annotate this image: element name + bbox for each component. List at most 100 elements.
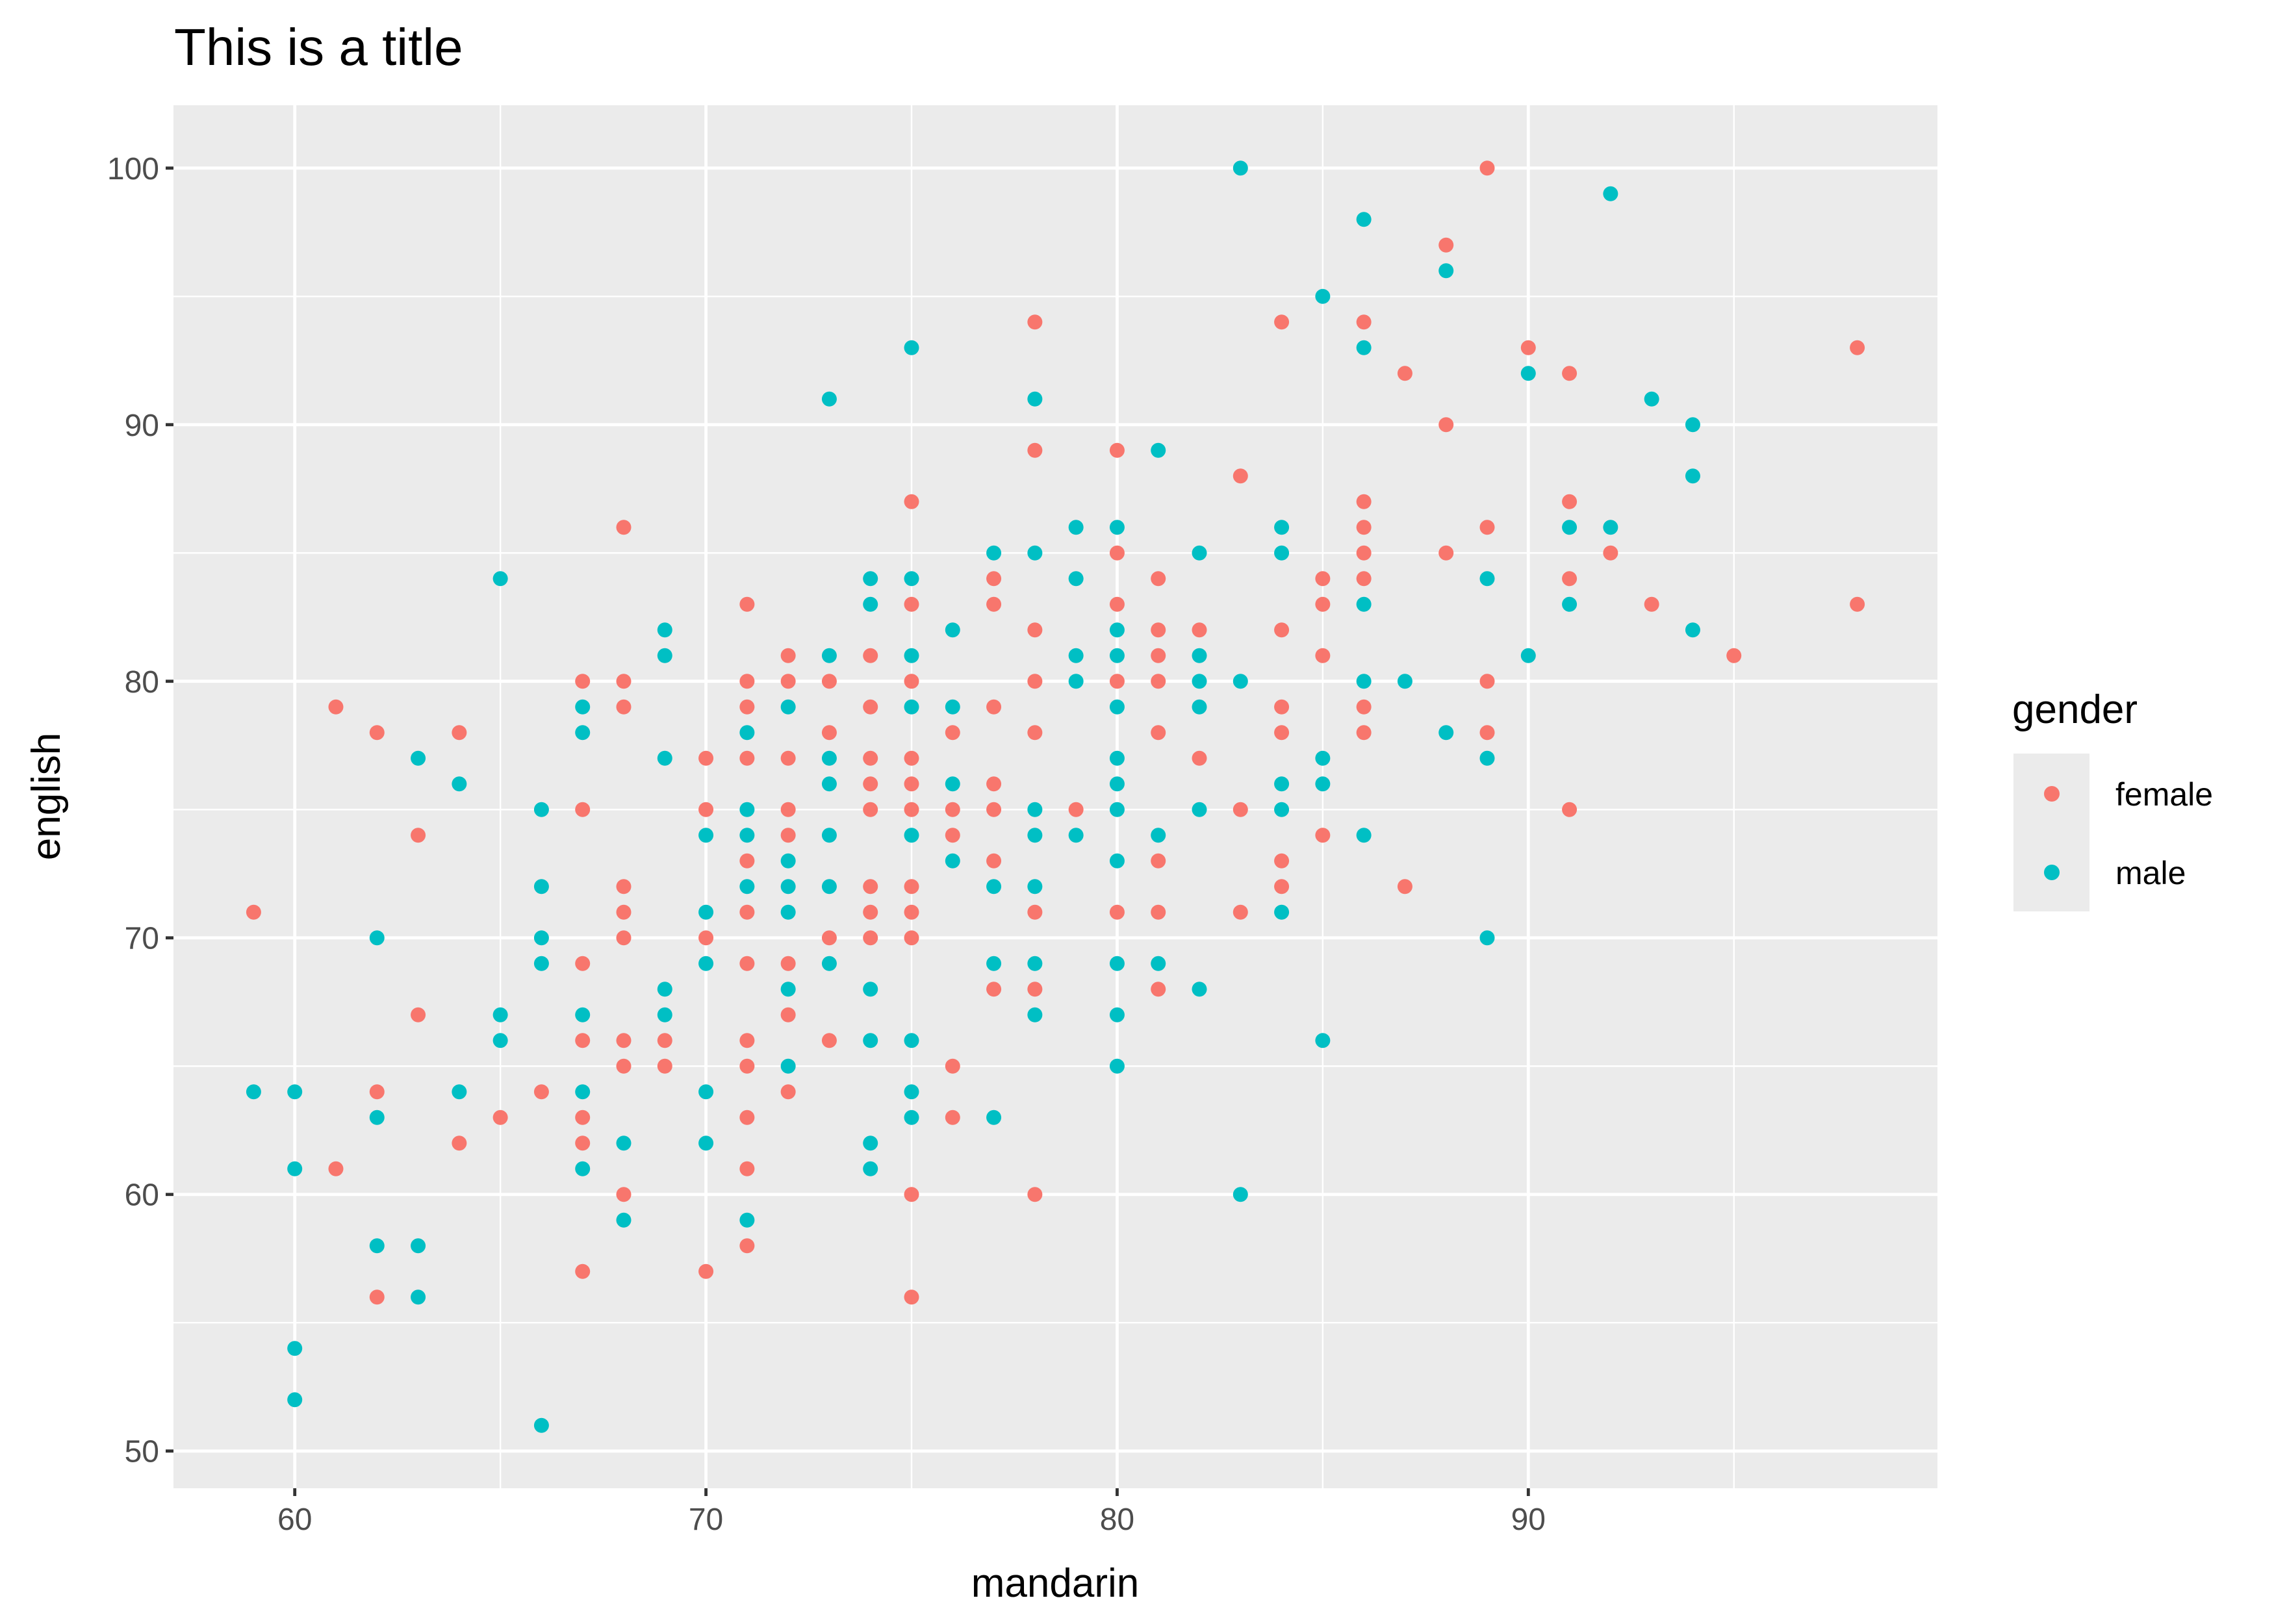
data-point-male bbox=[1274, 520, 1290, 535]
data-point-male bbox=[986, 879, 1002, 894]
data-point-female bbox=[1562, 494, 1578, 509]
data-point-male bbox=[1192, 648, 1207, 663]
data-point-female bbox=[739, 674, 755, 689]
data-point-female bbox=[328, 699, 344, 715]
legend-key-female bbox=[2044, 786, 2060, 802]
data-point-male bbox=[575, 1084, 591, 1100]
data-point-male bbox=[1192, 674, 1207, 689]
data-point-male bbox=[1356, 212, 1372, 227]
data-point-female bbox=[1192, 622, 1207, 638]
data-point-female bbox=[904, 1289, 919, 1305]
data-point-male bbox=[1315, 288, 1331, 304]
data-point-female bbox=[945, 1058, 960, 1074]
y-axis-label: english bbox=[24, 733, 69, 860]
data-point-female bbox=[945, 1110, 960, 1125]
data-point-male bbox=[1109, 1058, 1125, 1074]
data-point-female bbox=[1562, 802, 1578, 817]
data-point-female bbox=[739, 904, 755, 920]
data-point-male bbox=[821, 879, 837, 894]
data-point-male bbox=[1685, 417, 1700, 433]
data-point-female bbox=[616, 1187, 632, 1202]
x-axis-label: mandarin bbox=[971, 1561, 1139, 1606]
data-point-female bbox=[863, 648, 878, 663]
data-point-female bbox=[1274, 725, 1290, 741]
data-point-male bbox=[1274, 776, 1290, 792]
data-point-female bbox=[739, 1238, 755, 1254]
data-point-female bbox=[411, 828, 426, 843]
data-point-male bbox=[698, 1136, 714, 1151]
data-point-male bbox=[863, 596, 878, 612]
data-point-female bbox=[863, 802, 878, 817]
data-point-female bbox=[780, 648, 796, 663]
data-point-female bbox=[1850, 340, 1865, 355]
data-point-female bbox=[739, 1110, 755, 1125]
data-point-male bbox=[657, 982, 672, 997]
data-point-male bbox=[287, 1084, 303, 1100]
data-point-male bbox=[1479, 750, 1495, 766]
data-point-male bbox=[1192, 802, 1207, 817]
data-point-female bbox=[1274, 699, 1290, 715]
data-point-female bbox=[986, 982, 1002, 997]
data-point-male bbox=[1438, 725, 1454, 741]
data-point-male bbox=[1315, 776, 1331, 792]
data-point-male bbox=[739, 802, 755, 817]
data-point-female bbox=[1151, 674, 1166, 689]
data-point-female bbox=[616, 674, 632, 689]
data-point-female bbox=[904, 879, 919, 894]
data-point-female bbox=[863, 750, 878, 766]
data-point-female bbox=[1109, 904, 1125, 920]
data-point-female bbox=[575, 1033, 591, 1048]
data-point-female bbox=[863, 904, 878, 920]
data-point-female bbox=[1027, 904, 1043, 920]
data-point-female bbox=[904, 904, 919, 920]
data-point-male bbox=[863, 571, 878, 587]
data-point-female bbox=[492, 1110, 508, 1125]
data-point-female bbox=[821, 1033, 837, 1048]
data-point-female bbox=[1027, 1187, 1043, 1202]
data-point-male bbox=[1644, 391, 1659, 407]
data-point-female bbox=[616, 879, 632, 894]
data-point-male bbox=[575, 1007, 591, 1022]
data-point-female bbox=[1603, 545, 1618, 561]
data-point-female bbox=[739, 596, 755, 612]
data-point-male bbox=[1315, 1033, 1331, 1048]
x-tick-label: 90 bbox=[1511, 1503, 1546, 1537]
data-point-female bbox=[1027, 442, 1043, 458]
data-point-male bbox=[1109, 956, 1125, 971]
data-point-female bbox=[1479, 520, 1495, 535]
legend: gender female male bbox=[2012, 687, 2213, 911]
data-point-male bbox=[411, 1238, 426, 1254]
data-point-male bbox=[1315, 750, 1331, 766]
data-point-male bbox=[657, 1007, 672, 1022]
data-point-female bbox=[1068, 802, 1084, 817]
data-point-female bbox=[616, 904, 632, 920]
data-point-female bbox=[945, 828, 960, 843]
data-point-female bbox=[575, 1110, 591, 1125]
data-point-male bbox=[1151, 442, 1166, 458]
data-point-male bbox=[575, 1161, 591, 1176]
data-point-female bbox=[904, 674, 919, 689]
data-point-male bbox=[657, 750, 672, 766]
data-point-female bbox=[698, 930, 714, 946]
data-point-female bbox=[945, 725, 960, 741]
data-point-male bbox=[1109, 750, 1125, 766]
data-point-male bbox=[1068, 828, 1084, 843]
y-tick-label: 90 bbox=[125, 409, 159, 443]
data-point-female bbox=[1356, 725, 1372, 741]
data-point-female bbox=[1274, 879, 1290, 894]
data-point-female bbox=[1520, 340, 1536, 355]
data-point-female bbox=[780, 674, 796, 689]
data-point-female bbox=[780, 802, 796, 817]
data-point-male bbox=[1027, 956, 1043, 971]
data-point-female bbox=[904, 930, 919, 946]
data-point-male bbox=[739, 879, 755, 894]
data-point-female bbox=[698, 750, 714, 766]
y-tick-label: 80 bbox=[125, 665, 159, 700]
data-point-male bbox=[1109, 1007, 1125, 1022]
data-point-male bbox=[863, 982, 878, 997]
data-point-female bbox=[739, 956, 755, 971]
data-point-male bbox=[904, 648, 919, 663]
data-point-female bbox=[1109, 674, 1125, 689]
data-point-female bbox=[575, 802, 591, 817]
data-point-male bbox=[1027, 879, 1043, 894]
